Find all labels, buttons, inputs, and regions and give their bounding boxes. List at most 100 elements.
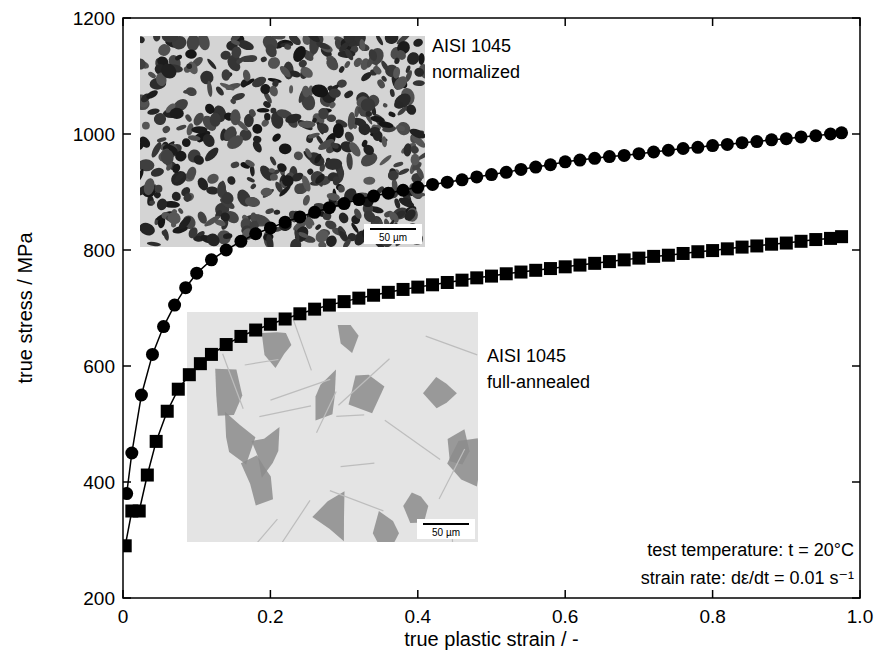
micrograph-grain <box>262 100 272 109</box>
scale-bar-box <box>364 224 422 244</box>
circle-marker <box>382 187 395 200</box>
micrograph-grain <box>279 143 292 154</box>
micrograph-grain <box>418 53 425 65</box>
micrograph-grain <box>289 238 302 247</box>
x-tick-label: 0.6 <box>552 606 578 627</box>
x-tick <box>122 590 124 598</box>
square-marker <box>573 259 586 272</box>
square-marker <box>780 237 793 250</box>
x-axis-title: true plastic strain / - <box>404 628 579 650</box>
micrograph-grain <box>352 56 364 68</box>
circle-marker <box>662 144 675 157</box>
micrograph-grain <box>206 81 213 98</box>
micrograph-grain <box>324 158 342 171</box>
square-marker <box>411 281 424 294</box>
micrograph-grain <box>289 85 293 94</box>
micrograph-grain <box>367 48 378 62</box>
square-marker <box>426 278 439 291</box>
micrograph-grain <box>161 149 175 165</box>
micrograph-grain <box>314 223 322 231</box>
micrograph-grain <box>360 98 375 112</box>
x-tick-label: 0.2 <box>257 606 283 627</box>
micrograph-grain <box>200 132 217 149</box>
circle-marker <box>677 142 690 155</box>
micrograph-grain <box>260 56 268 64</box>
scale-bar <box>423 523 469 525</box>
micrograph-grain <box>275 161 288 174</box>
micrograph-grain <box>304 147 313 158</box>
micrograph-grain <box>244 159 256 169</box>
micrograph-grain <box>140 221 157 238</box>
micrograph-grain <box>149 200 155 204</box>
micrograph-pearlite <box>252 427 280 478</box>
micrograph-grain <box>252 135 262 144</box>
micrograph-grain <box>226 175 237 187</box>
micrograph-grain <box>384 36 400 45</box>
micrograph-grain <box>184 113 193 123</box>
micrograph-grain <box>140 36 146 44</box>
x-tick <box>417 590 419 598</box>
square-marker <box>279 313 292 326</box>
y-tick-label: 1000 <box>73 124 115 145</box>
square-marker <box>367 289 380 302</box>
square-marker <box>382 286 395 299</box>
micrograph-grain <box>317 240 328 247</box>
chart: 50 µmAISI 1045normalized50 µmAISI 1045fu… <box>0 0 885 653</box>
micrograph-grain <box>347 112 356 130</box>
circle-marker <box>249 227 262 240</box>
micrograph-grain <box>369 127 381 134</box>
micrograph-grain <box>343 60 351 69</box>
data-group <box>123 126 848 552</box>
y-tick-right <box>852 481 860 483</box>
micrograph-grain <box>413 67 424 78</box>
x-tick-label: 0 <box>118 606 129 627</box>
micrograph-grain <box>186 36 200 52</box>
y-tick-right <box>852 133 860 135</box>
micrograph-grain <box>315 121 330 135</box>
micrograph-grain <box>204 231 222 247</box>
circle-marker <box>618 149 631 162</box>
square-marker <box>809 233 822 246</box>
micrograph-grain <box>352 207 363 220</box>
y-tick-label: 200 <box>83 588 115 609</box>
x-tick-label: 0.8 <box>699 606 725 627</box>
circle-marker <box>125 447 138 460</box>
micrograph-grain <box>388 111 397 118</box>
micrograph-grain <box>401 197 413 205</box>
circle-marker <box>824 128 837 141</box>
micrograph-grain <box>388 170 399 180</box>
y-tick-right <box>852 17 860 19</box>
square-marker <box>293 307 306 320</box>
circle-marker <box>765 133 778 146</box>
micrograph-boundary <box>293 319 311 371</box>
micrograph-grain <box>216 181 227 198</box>
micrograph-grain <box>186 60 200 76</box>
micrograph-grain <box>239 55 257 63</box>
square-marker <box>133 505 146 518</box>
micrograph-grain <box>395 48 408 62</box>
micrograph-grain <box>372 64 383 76</box>
micrograph-grain <box>393 198 401 209</box>
square-marker <box>544 262 557 275</box>
circle-marker <box>352 193 365 206</box>
circle-marker <box>279 216 292 229</box>
micrograph-grain <box>337 185 345 193</box>
square-marker <box>588 257 601 270</box>
circle-marker <box>441 176 454 189</box>
square-marker <box>352 292 365 305</box>
micrograph-grain <box>174 54 183 62</box>
micrograph-grain <box>359 39 366 52</box>
circle-marker <box>573 154 586 167</box>
micrograph-grain <box>200 70 214 84</box>
micrograph-pearlite <box>403 493 428 523</box>
annotation: test temperature: t = 20°C <box>647 540 854 560</box>
micrograph-grain <box>251 122 265 135</box>
micrograph-grain <box>229 98 236 105</box>
square-marker <box>161 405 174 418</box>
micrograph-grain <box>209 113 221 127</box>
micrograph-grain <box>381 136 387 147</box>
micrograph-grain <box>203 214 221 228</box>
micrograph-grain <box>270 173 279 181</box>
micrograph-grain <box>378 154 392 167</box>
micrograph-grain <box>171 190 183 202</box>
